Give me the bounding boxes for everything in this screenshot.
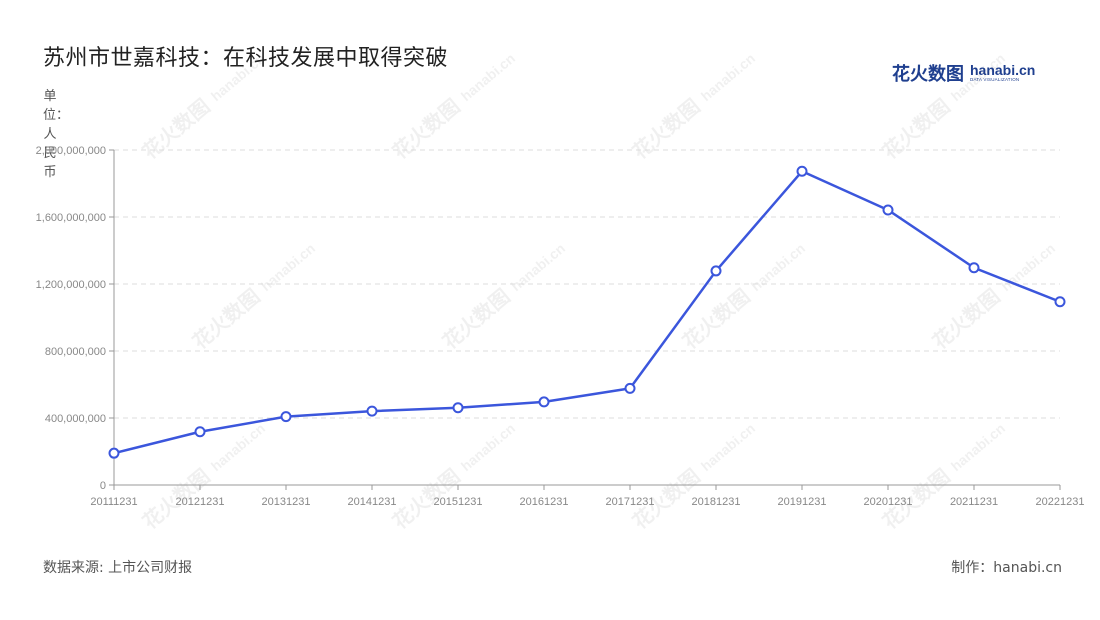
watermark-en: hanabi.cn bbox=[948, 50, 1008, 104]
y-tick-label: 1,200,000,000 bbox=[36, 279, 106, 291]
data-point bbox=[968, 262, 980, 274]
data-point bbox=[280, 411, 292, 423]
watermark-cn: 花火数图 bbox=[878, 94, 955, 164]
watermark-cn: 花火数图 bbox=[928, 284, 1005, 354]
logo-cn-text: 花火数图 bbox=[892, 64, 964, 85]
x-tick-label: 20181231 bbox=[692, 496, 741, 508]
watermark-en: hanabi.cn bbox=[258, 240, 318, 294]
x-tick-label: 20141231 bbox=[348, 496, 397, 508]
watermark-cn: 花火数图 bbox=[388, 94, 465, 164]
series-layer bbox=[108, 165, 1066, 459]
logo-subtitle: DATA VISUALIZATION bbox=[970, 77, 1020, 83]
watermark-en: hanabi.cn bbox=[458, 50, 518, 104]
logo-en-text: hanabi.cn bbox=[970, 62, 1036, 79]
data-point bbox=[710, 265, 722, 277]
watermark-cn: 花火数图 bbox=[678, 284, 755, 354]
watermark-en: hanabi.cn bbox=[698, 420, 758, 474]
data-point bbox=[452, 402, 464, 414]
series-line bbox=[113, 170, 1061, 455]
brand-logo: 花火数图 hanabi.cn DATA VISUALIZATION bbox=[892, 60, 1035, 86]
watermark-en: hanabi.cn bbox=[948, 420, 1008, 474]
x-tick-label: 20151231 bbox=[434, 496, 483, 508]
data-point bbox=[538, 396, 550, 408]
watermark-en: hanabi.cn bbox=[458, 420, 518, 474]
data-point bbox=[796, 165, 808, 177]
y-tick-label: 400,000,000 bbox=[45, 413, 106, 425]
watermark-cn: 花火数图 bbox=[628, 94, 705, 164]
data-point bbox=[1054, 296, 1066, 308]
y-tick-label: 2,000,000,000 bbox=[36, 145, 106, 157]
x-tick-label: 20211231 bbox=[950, 496, 998, 508]
axes: 0 400,000,000 800,000,000 1,200,000,000 1,60… bbox=[36, 145, 1085, 508]
watermark-cn: 花火数图 bbox=[438, 284, 515, 354]
logo-en-block: hanabi.cn DATA VISUALIZATION bbox=[970, 63, 1035, 83]
x-tick-label: 20221231 bbox=[1036, 496, 1085, 508]
y-tick-label: 0 bbox=[100, 480, 106, 492]
watermark-en: hanabi.cn bbox=[508, 240, 568, 294]
watermark-cn: 花火数图 bbox=[188, 284, 265, 354]
watermark-en: hanabi.cn bbox=[748, 240, 808, 294]
watermark-en: hanabi.cn bbox=[698, 50, 758, 104]
data-source-note: 数据来源: 上市公司财报 bbox=[43, 560, 193, 576]
watermark-en: hanabi.cn bbox=[998, 240, 1058, 294]
x-tick-label: 20111231 bbox=[90, 496, 137, 508]
x-tick-label: 20191231 bbox=[778, 496, 827, 508]
maker-credit: 制作：hanabi.cn bbox=[951, 560, 1062, 576]
watermark-layer: 花火数图hanabi.cn花火数图hanabi.cn花火数图hanabi.cn花… bbox=[138, 50, 1058, 534]
x-tick-label: 20171231 bbox=[606, 496, 655, 508]
x-tick-label: 20201231 bbox=[864, 496, 913, 508]
watermark-en: hanabi.cn bbox=[208, 50, 268, 104]
x-tick-label: 20131231 bbox=[262, 496, 311, 508]
data-point bbox=[194, 426, 206, 438]
x-tick-label: 20121231 bbox=[176, 496, 225, 508]
watermark-cn: 花火数图 bbox=[138, 94, 215, 164]
data-point bbox=[624, 382, 636, 394]
x-tick-label: 20161231 bbox=[520, 496, 569, 508]
y-tick-label: 800,000,000 bbox=[45, 346, 106, 358]
data-point bbox=[108, 447, 120, 459]
chart-title: 苏州市世嘉科技：在科技发展中取得突破 bbox=[43, 46, 449, 71]
y-tick-label: 1,600,000,000 bbox=[36, 212, 106, 224]
data-point bbox=[882, 204, 894, 216]
grid-lines bbox=[114, 149, 1060, 419]
data-point bbox=[366, 405, 378, 417]
